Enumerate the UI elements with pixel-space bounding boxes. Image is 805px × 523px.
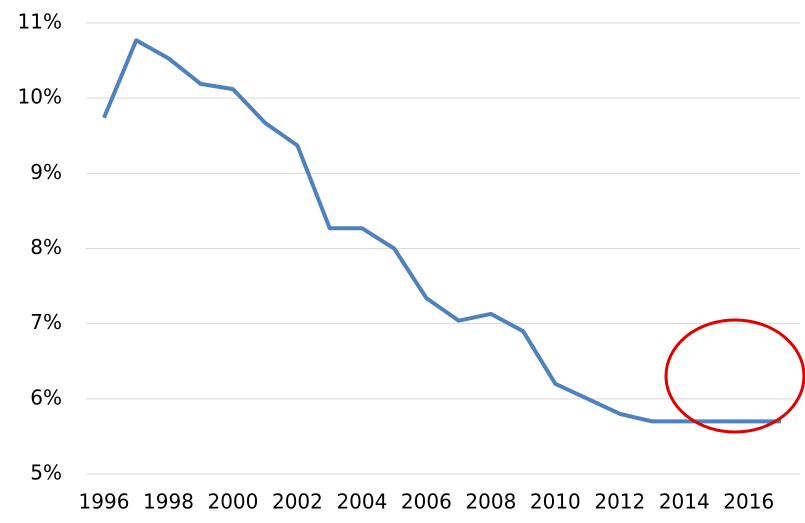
y-tick-label: 10% bbox=[18, 85, 62, 109]
x-tick-label: 2006 bbox=[401, 490, 452, 514]
y-tick-label: 8% bbox=[30, 235, 62, 259]
x-tick-label: 2004 bbox=[336, 490, 387, 514]
x-tick-label: 2010 bbox=[530, 490, 581, 514]
x-tick-label: 2012 bbox=[594, 490, 645, 514]
x-tick-label: 2008 bbox=[465, 490, 516, 514]
y-tick-label: 5% bbox=[30, 461, 62, 485]
y-tick-label: 9% bbox=[30, 160, 62, 184]
highlight-ellipse bbox=[664, 318, 805, 434]
x-tick-label: 2002 bbox=[272, 490, 323, 514]
y-tick-label: 7% bbox=[30, 310, 62, 334]
x-tick-label: 2016 bbox=[723, 490, 774, 514]
y-tick-label: 6% bbox=[30, 385, 62, 409]
y-tick-label: 11% bbox=[18, 10, 62, 34]
x-tick-label: 2000 bbox=[207, 490, 258, 514]
x-tick-label: 1998 bbox=[143, 490, 194, 514]
line bbox=[102, 38, 781, 424]
x-tick-label: 1996 bbox=[79, 490, 130, 514]
x-tick-label: 2014 bbox=[659, 490, 710, 514]
plot: 5% 6% 7% 8% 9% 10% 11% 1996 1998 2000 2002 2004 2006… bbox=[18, 10, 800, 514]
